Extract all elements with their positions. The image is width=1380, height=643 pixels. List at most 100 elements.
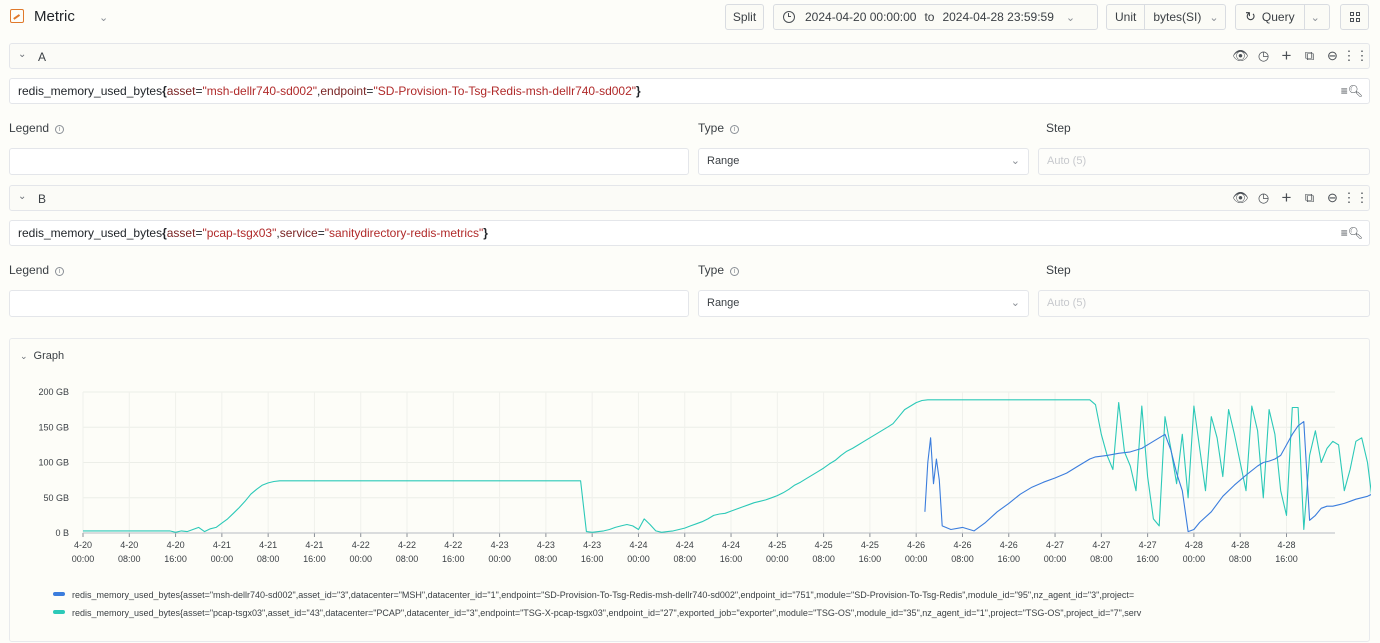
legend-entry-b[interactable]: redis_memory_used_bytes{asset="pcap-tsgx… xyxy=(53,608,1370,620)
y-tick-label: 50 GB xyxy=(43,493,69,503)
unit-value[interactable]: bytes(SI) ⌄ xyxy=(1144,5,1226,29)
legend-input[interactable] xyxy=(9,148,689,175)
x-tick-label-date: 4-21 xyxy=(305,540,323,550)
metrics-explorer-icon[interactable]: ≡🔍︎ xyxy=(1340,226,1363,240)
split-label: Split xyxy=(732,10,757,24)
metrics-explorer-icon[interactable]: ≡🔍︎ xyxy=(1340,84,1363,98)
time-range-picker[interactable]: 2024-04-20 00:00:00 to 2024-04-28 23:59:… xyxy=(773,4,1098,30)
series-swatch xyxy=(53,592,65,596)
refresh-icon: ↻ xyxy=(1245,9,1256,24)
add-icon[interactable]: + xyxy=(1281,45,1292,65)
drag-handle-icon[interactable]: ⋮⋮ xyxy=(1342,47,1369,63)
x-tick-label-time: 08:00 xyxy=(1090,554,1113,564)
metric-name: redis_memory_used_bytes xyxy=(18,84,163,98)
copy-icon[interactable]: ⧉ xyxy=(1304,47,1315,63)
x-tick-label-date: 4-27 xyxy=(1139,540,1157,550)
query-row-a-header[interactable]: ⌄ A 👁 ◷ + ⧉ ⊖ ⋮⋮ xyxy=(9,43,1370,69)
x-tick-label-date: 4-24 xyxy=(629,540,647,550)
x-tick-label-time: 08:00 xyxy=(396,554,419,564)
x-tick-label-date: 4-21 xyxy=(259,540,277,550)
x-tick-label-time: 00:00 xyxy=(349,554,372,564)
time-to-word: to xyxy=(924,10,935,24)
chevron-down-icon: ⌄ xyxy=(1310,11,1320,24)
label-key: endpoint xyxy=(320,84,367,98)
y-tick-label: 0 B xyxy=(55,528,69,538)
split-button[interactable]: Split xyxy=(725,4,764,30)
x-tick-label-date: 4-26 xyxy=(1000,540,1018,550)
metric-icon xyxy=(10,9,24,23)
history-icon[interactable]: ◷ xyxy=(1257,47,1270,63)
legend-entry-a[interactable]: redis_memory_used_bytes{asset="msh-dellr… xyxy=(53,590,1370,602)
history-icon[interactable]: ◷ xyxy=(1257,189,1270,205)
x-tick-label-date: 4-22 xyxy=(352,540,370,550)
x-tick-label-time: 08:00 xyxy=(1229,554,1252,564)
x-tick-label-date: 4-24 xyxy=(722,540,740,550)
info-icon: i xyxy=(55,267,65,276)
y-tick-label: 200 GB xyxy=(38,387,69,397)
unit-selector[interactable]: Unit bytes(SI) ⌄ xyxy=(1106,4,1226,30)
x-tick-label-date: 4-23 xyxy=(491,540,509,550)
x-tick-label-time: 08:00 xyxy=(951,554,974,564)
series-line xyxy=(924,421,1371,533)
top-bar: Metric ⌄ Split 2024-04-20 00:00:00 to 20… xyxy=(0,0,1380,36)
add-icon[interactable]: + xyxy=(1281,187,1292,207)
graph-title[interactable]: ⌄ Graph xyxy=(20,350,65,362)
x-tick-label-date: 4-28 xyxy=(1185,540,1203,550)
x-tick-label-time: 16:00 xyxy=(859,554,882,564)
x-tick-label-date: 4-20 xyxy=(74,540,92,550)
label-key: service xyxy=(279,226,318,240)
y-tick-label: 150 GB xyxy=(38,422,69,432)
label-key: asset xyxy=(166,226,196,240)
x-tick-label-time: 00:00 xyxy=(627,554,650,564)
type-select[interactable]: Range ⌄ xyxy=(698,290,1029,317)
label-value: "sanitydirectory-redis-metrics" xyxy=(324,226,484,240)
type-select[interactable]: Range ⌄ xyxy=(698,148,1029,175)
copy-icon[interactable]: ⧉ xyxy=(1304,189,1315,205)
query-a-input[interactable]: redis_memory_used_bytes{asset="msh-dellr… xyxy=(9,78,1370,104)
collapse-chevron-icon[interactable]: ⌄ xyxy=(18,49,27,60)
x-tick-label-date: 4-24 xyxy=(676,540,694,550)
x-tick-label-date: 4-23 xyxy=(583,540,601,550)
query-name: B xyxy=(38,192,47,206)
drag-handle-icon[interactable]: ⋮⋮ xyxy=(1342,189,1369,205)
line-chart[interactable]: 200 GB 150 GB 100 GB 50 GB 0 B 4-20 00:00 4-20 0… xyxy=(10,379,1371,609)
run-query-button[interactable]: ↻ Query xyxy=(1236,5,1304,29)
info-icon: i xyxy=(730,267,740,276)
step-label: Step xyxy=(1046,121,1071,135)
remove-icon[interactable]: ⊖ xyxy=(1327,189,1338,205)
remove-icon[interactable]: ⊖ xyxy=(1327,47,1338,63)
collapse-chevron-icon: ⌄ xyxy=(20,351,28,361)
x-tick-label-time: 16:00 xyxy=(442,554,465,564)
query-b-input[interactable]: redis_memory_used_bytes{asset="pcap-tsgx… xyxy=(9,220,1370,246)
x-tick-label-date: 4-25 xyxy=(768,540,786,550)
legend-label: Legend i xyxy=(9,263,65,277)
x-tick-label-time: 08:00 xyxy=(812,554,835,564)
grid-icon xyxy=(1349,12,1360,22)
x-tick-label-time: 00:00 xyxy=(72,554,95,564)
time-to: 2024-04-28 23:59:59 xyxy=(942,10,1054,24)
graph-panel: ⌄ Graph 200 GB 150 GB 100 GB 50 GB 0 B 4-20 00:… xyxy=(9,338,1371,642)
step-input[interactable]: Auto (5) xyxy=(1038,148,1370,175)
eye-icon[interactable]: 👁 xyxy=(1232,189,1249,205)
legend-input[interactable] xyxy=(9,290,689,317)
x-tick-label-time: 16:00 xyxy=(1136,554,1159,564)
series-swatch xyxy=(53,610,65,614)
x-tick-label-time: 16:00 xyxy=(303,554,326,564)
info-icon: i xyxy=(730,125,740,134)
query-row-b-header[interactable]: ⌄ B 👁 ◷ + ⧉ ⊖ ⋮⋮ xyxy=(9,185,1370,211)
label-key: asset xyxy=(166,84,196,98)
collapse-chevron-icon[interactable]: ⌄ xyxy=(18,191,27,202)
chevron-down-icon[interactable]: ⌄ xyxy=(99,12,109,24)
query-label: Query xyxy=(1261,10,1295,24)
eye-icon[interactable]: 👁 xyxy=(1232,47,1249,63)
x-tick-label-time: 00:00 xyxy=(905,554,928,564)
x-tick-label-date: 4-23 xyxy=(537,540,555,550)
query-button-group[interactable]: ↻ Query ⌄ xyxy=(1235,4,1330,30)
x-tick-label-time: 00:00 xyxy=(211,554,234,564)
label-value: "SD-Provision-To-Tsg-Redis-msh-dellr740-… xyxy=(373,84,637,98)
step-input[interactable]: Auto (5) xyxy=(1038,290,1370,317)
step-label: Step xyxy=(1046,263,1071,277)
x-tick-label-time: 08:00 xyxy=(535,554,558,564)
layout-button[interactable] xyxy=(1340,4,1369,30)
query-options-dropdown[interactable]: ⌄ xyxy=(1303,5,1326,29)
